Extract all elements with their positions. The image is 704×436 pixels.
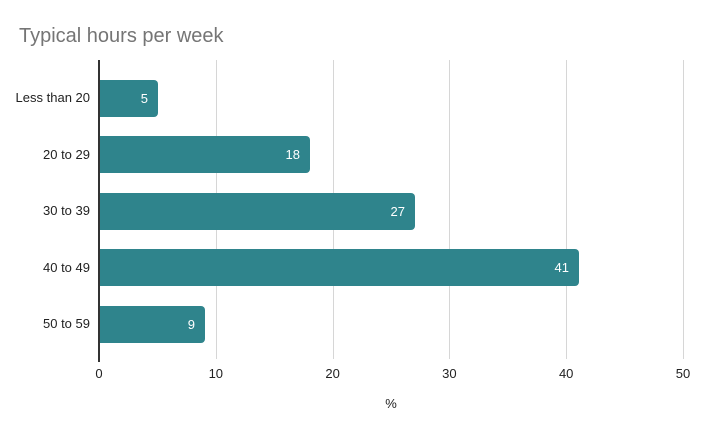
bar[interactable]: 5 (100, 80, 158, 117)
bar-value-label: 41 (554, 260, 569, 275)
category-label: Less than 20 (15, 90, 90, 105)
gridline (566, 60, 567, 359)
category-label: 20 to 29 (43, 147, 90, 162)
category-label: 30 to 39 (43, 203, 90, 218)
x-axis-title: % (385, 396, 397, 411)
y-axis-baseline (98, 60, 100, 362)
gridline (683, 60, 684, 359)
gridline (449, 60, 450, 359)
x-tick-label: 0 (95, 366, 103, 381)
bar[interactable]: 9 (100, 306, 205, 343)
x-tick-label: 50 (675, 366, 691, 381)
chart-title: Typical hours per week (19, 25, 224, 47)
x-tick-label: 20 (325, 366, 340, 381)
bar[interactable]: 41 (100, 249, 579, 286)
bar[interactable]: 27 (100, 193, 415, 230)
bar[interactable]: 18 (100, 136, 310, 173)
x-tick-label: 10 (208, 366, 224, 381)
x-tick-label: 30 (442, 366, 457, 381)
bar-value-label: 18 (285, 147, 300, 162)
bar-value-label: 9 (187, 317, 195, 332)
bar-value-label: 5 (140, 91, 148, 106)
category-label: 40 to 49 (43, 260, 90, 275)
category-label: 50 to 59 (43, 316, 90, 331)
bar-value-label: 27 (390, 204, 405, 219)
plot-area: 5 18 27 41 9 (99, 60, 684, 359)
x-tick-label: 40 (558, 366, 574, 381)
